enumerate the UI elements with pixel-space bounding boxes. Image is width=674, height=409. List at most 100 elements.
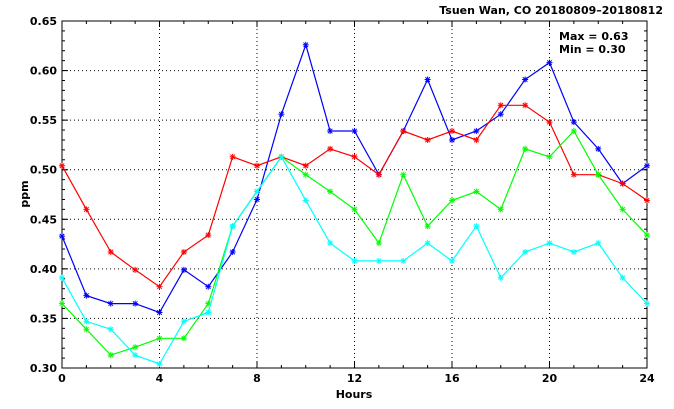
data-point <box>107 326 114 333</box>
data-point <box>644 162 650 169</box>
data-point <box>351 257 358 264</box>
chart-title: Tsuen Wan, CO 20180809–20180812 <box>439 4 663 17</box>
data-point <box>595 171 602 178</box>
data-point <box>522 145 529 152</box>
data-point <box>375 257 382 264</box>
y-tick-label: 0.65 <box>30 15 57 28</box>
data-point <box>229 223 236 230</box>
data-point <box>180 266 187 273</box>
data-point <box>522 249 529 256</box>
data-point <box>205 283 212 290</box>
data-point <box>619 274 626 281</box>
data-point <box>180 249 187 256</box>
data-point <box>327 188 334 195</box>
data-point <box>449 257 455 264</box>
data-point <box>132 300 139 307</box>
x-tick-label: 0 <box>58 372 66 385</box>
data-point <box>497 102 504 109</box>
grid <box>62 21 647 368</box>
data-point <box>522 102 529 109</box>
data-point <box>278 111 285 118</box>
data-point <box>254 196 260 203</box>
data-point <box>351 153 358 160</box>
y-axis-label: ppm <box>18 180 31 207</box>
data-point <box>254 162 260 169</box>
data-point <box>278 153 285 160</box>
data-point <box>327 145 334 152</box>
data-point <box>302 41 309 48</box>
data-point <box>473 136 480 143</box>
y-tick-label: 0.30 <box>30 362 57 375</box>
data-point <box>424 76 431 83</box>
data-point <box>229 153 236 160</box>
data-point <box>522 76 529 83</box>
data-point <box>327 128 334 135</box>
data-point <box>497 111 504 118</box>
data-point <box>644 300 650 307</box>
data-point <box>546 240 553 247</box>
data-point <box>424 240 431 247</box>
data-point <box>107 352 114 359</box>
data-point <box>546 59 553 66</box>
data-point <box>83 292 90 299</box>
data-point <box>595 240 602 247</box>
data-point <box>351 128 358 135</box>
data-point <box>156 309 163 316</box>
y-tick-label: 0.60 <box>30 65 57 78</box>
data-point <box>229 249 236 256</box>
data-point <box>59 233 65 240</box>
data-point <box>449 197 455 204</box>
x-tick-label: 16 <box>444 372 460 385</box>
data-point <box>59 300 65 307</box>
x-tick-label: 8 <box>253 372 261 385</box>
data-point <box>107 249 114 256</box>
data-point <box>546 119 553 126</box>
data-point <box>132 344 139 351</box>
data-point <box>59 274 65 281</box>
data-point <box>156 361 163 368</box>
y-tick-label: 0.35 <box>30 312 57 325</box>
axis-ticks: 0 4 8 12 16 20 24 0.30 0.35 0.40 0.45 0.50 0.55 0.60 0… <box>30 15 655 385</box>
data-point <box>400 257 407 264</box>
data-point <box>473 188 480 195</box>
data-point <box>156 335 163 342</box>
data-point <box>205 309 212 316</box>
series-line <box>61 42 648 314</box>
series-0 <box>59 41 650 316</box>
data-point <box>59 162 65 169</box>
x-axis-label: Hours <box>336 388 373 401</box>
data-point <box>570 119 577 126</box>
data-point <box>302 162 309 169</box>
x-tick-label: 4 <box>156 372 164 385</box>
data-point <box>375 171 382 178</box>
max-annotation: Max = 0.63 <box>559 30 628 43</box>
data-point <box>546 153 553 160</box>
y-tick-label: 0.55 <box>30 114 57 127</box>
data-point <box>180 335 187 342</box>
data-point <box>449 128 455 135</box>
data-point <box>473 223 480 230</box>
data-point <box>180 318 187 325</box>
data-point <box>497 274 504 281</box>
data-point <box>205 232 212 239</box>
data-point <box>375 240 382 247</box>
data-point <box>156 283 163 290</box>
data-point <box>570 249 577 256</box>
data-point <box>254 188 260 195</box>
data-point <box>132 266 139 273</box>
data-point <box>497 206 504 213</box>
y-tick-label: 0.50 <box>30 164 57 177</box>
data-point <box>107 300 114 307</box>
data-point <box>595 145 602 152</box>
data-point <box>449 136 455 143</box>
data-point <box>619 206 626 213</box>
series-3 <box>59 153 650 368</box>
data-point <box>473 128 480 135</box>
data-point <box>83 206 90 213</box>
min-annotation: Min = 0.30 <box>559 43 626 56</box>
data-point <box>132 352 139 359</box>
y-tick-label: 0.40 <box>30 263 57 276</box>
x-tick-label: 20 <box>542 372 558 385</box>
data-point <box>619 180 626 187</box>
